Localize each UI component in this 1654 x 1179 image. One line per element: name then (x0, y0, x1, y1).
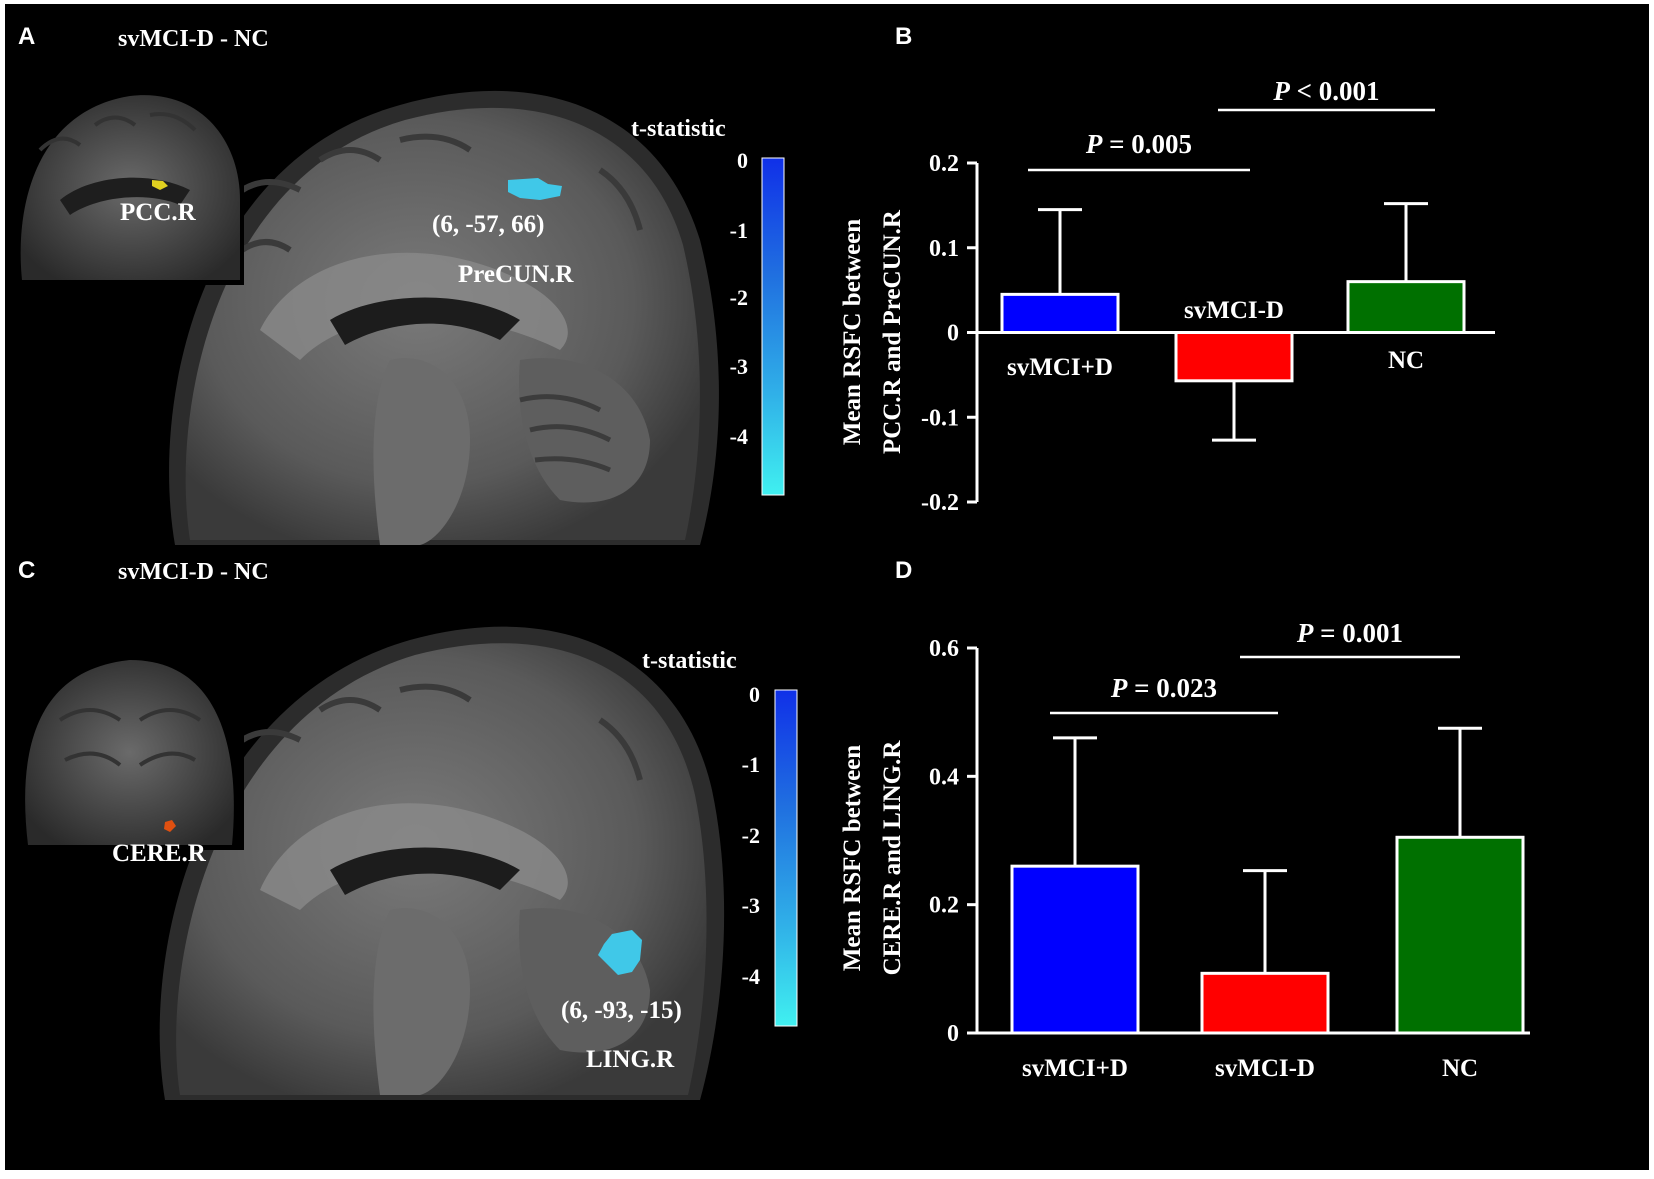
cb-tick: 0 (749, 682, 760, 707)
panel-a: A svMCI-D - NC (6, -57, 66) PreCUN.R PCC… (12, 23, 785, 545)
inset-brain-image-a (12, 89, 244, 285)
bar-nc (1395, 835, 1525, 1035)
bar-svmcid (1174, 331, 1294, 383)
y-tick-label: -0.2 (921, 490, 959, 516)
category-label: svMCI+D (1022, 1055, 1128, 1082)
panel-c-inset-region: CERE.R (112, 840, 207, 867)
y-axis-label: PCC.R and PreCUN.R (879, 209, 906, 454)
category-label: svMCI+D (1007, 354, 1113, 381)
y-tick-label: 0.1 (929, 236, 959, 262)
ling-cluster (598, 930, 642, 975)
bar-nc (1346, 280, 1466, 334)
panel-c-colorbar (774, 689, 798, 1027)
panel-a-colorbar (761, 157, 785, 496)
y-tick-label: 0 (947, 1021, 959, 1047)
y-axis-label: CERE.R and LING.R (879, 740, 906, 976)
panel-a-colorbar-title: t-statistic (631, 116, 726, 142)
panel-a-title: svMCI-D - NC (118, 26, 269, 52)
panel-c-region-label: LING.R (586, 1046, 675, 1073)
panel-a-colorbar-ticks: 0 -1 -2 -3 -4 (730, 148, 748, 449)
panel-a-region-label: PreCUN.R (458, 261, 574, 288)
p-value-label: P < 0.001 (1272, 76, 1379, 106)
bar-svmcid (1000, 292, 1120, 334)
p-value-label: P = 0.005 (1085, 129, 1192, 159)
panel-b-label: B (895, 23, 912, 50)
sagittal-brain-image-c (159, 626, 725, 1100)
panel-c: C svMCI-D - NC (6, -93, -15) LING.R CERE… (12, 557, 798, 1100)
cb-tick: -4 (742, 964, 760, 989)
category-label: NC (1388, 347, 1424, 374)
chart-d: 0.6 0.4 0.2 0 svMCI+D svMCI-D NC Mean RSFC betw… (839, 618, 1530, 1082)
y-tick-label: 0.2 (929, 151, 959, 177)
pcc-cluster (152, 180, 168, 190)
y-tick-label: -0.1 (921, 405, 959, 431)
bar-svmcid (1200, 971, 1330, 1035)
inset-brain-image-c (12, 646, 244, 850)
bar-svmcid (1010, 864, 1140, 1035)
p-value-label: P = 0.023 (1110, 673, 1217, 703)
cb-tick: -3 (742, 893, 760, 918)
cb-tick: -2 (742, 823, 760, 848)
chart-b: 0.2 0.1 0 -0.1 -0.2 svMCI+D svMCI-D NC Mean RSFC… (839, 76, 1495, 516)
y-axis-label: Mean RSFC between (839, 219, 866, 445)
cb-tick: -1 (742, 752, 760, 777)
sagittal-brain-image-a (169, 90, 719, 545)
y-tick-label: 0.2 (929, 893, 959, 919)
y-axis-label: Mean RSFC between (839, 745, 866, 971)
panel-c-label: C (18, 557, 35, 584)
category-label: NC (1442, 1055, 1478, 1082)
category-label: svMCI-D (1184, 297, 1284, 324)
p-value-label: P = 0.001 (1296, 618, 1403, 648)
panel-a-coordinate: (6, -57, 66) (432, 211, 544, 238)
cb-tick: -1 (730, 218, 748, 243)
panel-c-title: svMCI-D - NC (118, 559, 269, 585)
cb-tick: 0 (737, 148, 748, 173)
panel-d-label: D (895, 557, 912, 584)
cb-tick: -2 (730, 285, 748, 310)
panel-c-colorbar-title: t-statistic (642, 648, 737, 674)
panel-c-coordinate: (6, -93, -15) (561, 997, 682, 1024)
panel-a-inset-region: PCC.R (120, 199, 197, 226)
preCUN-cluster (508, 178, 562, 200)
category-label: svMCI-D (1215, 1055, 1315, 1082)
y-tick-label: 0 (947, 321, 959, 347)
y-tick-label: 0.6 (929, 636, 959, 662)
panel-a-label: A (18, 23, 35, 50)
cb-tick: -3 (730, 354, 748, 379)
panel-c-colorbar-ticks: 0 -1 -2 -3 -4 (742, 682, 760, 989)
y-tick-label: 0.4 (929, 764, 959, 790)
cere-cluster (164, 820, 176, 832)
cb-tick: -4 (730, 424, 748, 449)
